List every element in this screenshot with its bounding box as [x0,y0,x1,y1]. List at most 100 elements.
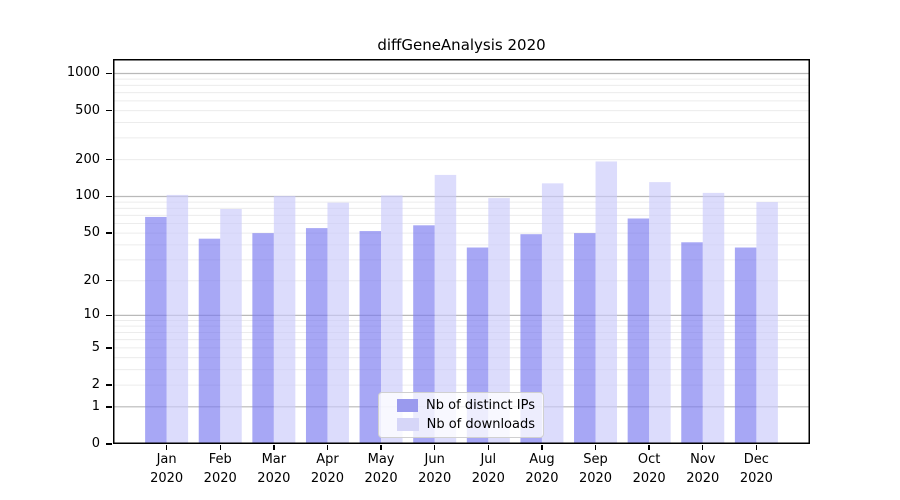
y-tick-mark [106,195,112,198]
y-tick-mark [106,72,112,75]
plot-area [113,59,810,444]
plot-spines [113,59,810,444]
bar-distinct-ips-sep [574,233,596,444]
x-tick-month: Jan [156,452,177,467]
y-tick-label: 100 [75,188,100,204]
bar-downloads-aug [541,183,564,444]
x-tick-label: Jan 2020 [135,450,199,488]
y-tick-label: 10 [83,307,100,323]
y-tick-label: 500 [75,102,100,118]
x-tick-mark [273,445,275,450]
x-tick-month: Jul [480,452,497,467]
x-tick-label: Aug 2020 [510,450,574,488]
bar-downloads-apr [327,202,349,444]
y-tick-mark [106,406,112,408]
y-tick-label: 5 [91,339,100,355]
x-tick-month: Apr [316,452,339,467]
bar-distinct-ips-apr [305,228,328,444]
x-tick-mark [380,445,382,450]
bar-distinct-ips-dec [734,247,757,444]
bar-downloads-oct [649,182,671,444]
x-tick-mark [165,445,168,450]
y-tick-label: 2 [91,377,100,393]
x-tick-label: Jul 2020 [456,450,520,488]
x-tick-mark [541,445,543,450]
x-tick-label: Feb 2020 [188,450,252,488]
x-tick-year: 2020 [686,471,720,486]
bar-downloads-nov [702,192,725,444]
x-tick-month: Sep [583,452,608,467]
y-tick-mark [106,443,112,445]
y-tick-mark [106,280,112,282]
y-tick-label: 50 [83,225,100,241]
bar-distinct-ips-feb [198,238,221,444]
y-tick-label: 0 [91,436,100,451]
y-tick-mark [106,347,112,349]
legend-label-distinct-ips: Nb of distinct IPs [426,398,535,413]
x-tick-year: 2020 [418,471,452,486]
bar-distinct-ips-may [359,231,382,444]
y-tick-label: 1 [91,398,100,414]
x-tick-label: Oct 2020 [617,450,681,488]
y-tick-mark [106,232,112,234]
bar-distinct-ips-oct [627,218,650,444]
x-tick-month: Jun [424,452,445,467]
x-tick-month: Oct [637,452,661,467]
x-tick-year: 2020 [150,471,184,486]
bar-distinct-ips-jun [413,225,435,444]
x-tick-year: 2020 [471,471,505,486]
x-tick-mark [219,445,221,450]
bar-downloads-may [381,195,403,444]
legend-swatch-downloads [397,418,419,431]
y-tick-label: 1000 [66,65,100,81]
bar-downloads-jul [488,198,510,444]
x-tick-label: Mar 2020 [242,450,306,488]
x-tick-mark [648,445,650,450]
y-tick-mark [106,158,112,161]
y-tick-mark [106,314,112,317]
legend-item-downloads: Nb of downloads [397,417,535,432]
x-tick-label: May 2020 [349,450,413,488]
x-tick-year: 2020 [525,471,559,486]
legend-swatch-distinct-ips [397,399,419,412]
x-tick-year: 2020 [632,471,666,486]
bar-distinct-ips-nov [681,242,703,444]
x-tick-year: 2020 [203,471,237,486]
x-tick-mark [326,445,329,450]
x-tick-month: Nov [690,452,716,467]
x-tick-mark [433,445,436,450]
legend-label-downloads: Nb of downloads [426,417,535,432]
y-tick-mark [106,109,112,112]
bar-downloads-sep [595,161,618,444]
x-tick-mark [755,445,758,450]
x-tick-label: Dec 2020 [724,450,788,488]
bar-downloads-jan [166,194,189,444]
x-tick-month: Dec [743,452,769,467]
legend: Nb of distinct IPs Nb of downloads [378,392,544,438]
bar-distinct-ips-aug [520,234,542,444]
bar-distinct-ips-jan [145,216,167,444]
x-tick-month: Mar [261,452,287,467]
x-tick-year: 2020 [310,471,344,486]
x-tick-month: May [367,452,395,467]
x-tick-year: 2020 [257,471,291,486]
x-tick-mark [487,445,489,450]
x-tick-month: Aug [529,452,555,467]
x-tick-year: 2020 [739,471,773,486]
x-tick-mark [702,445,704,450]
bar-downloads-dec [756,202,778,444]
x-tick-label: Nov 2020 [671,450,735,488]
x-tick-label: Sep 2020 [564,450,628,488]
bar-distinct-ips-mar [252,233,274,444]
x-tick-label: Jun 2020 [403,450,467,488]
bar-downloads-mar [273,195,296,444]
x-tick-mark [594,445,597,450]
x-tick-year: 2020 [578,471,613,486]
bar-downloads-jun [434,174,457,444]
x-tick-label: Apr 2020 [295,450,359,488]
bar-downloads-feb [220,208,242,444]
y-tick-label: 20 [83,272,100,288]
chart-title: diffGeneAnalysis 2020 [377,36,546,54]
y-tick-mark [106,384,112,386]
